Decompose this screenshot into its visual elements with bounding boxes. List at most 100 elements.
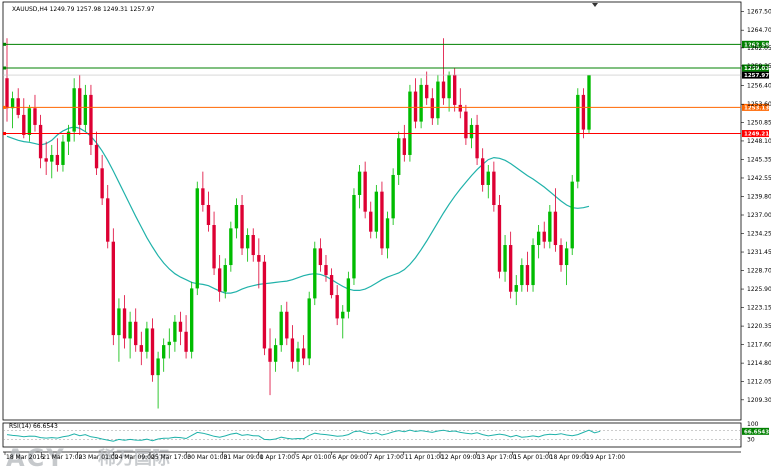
candle-body: [458, 104, 462, 112]
candle-body: [128, 321, 132, 339]
candle-body: [156, 358, 160, 376]
candle-body: [301, 348, 306, 359]
moving-average-layer: [6, 126, 590, 294]
candle-body: [548, 211, 552, 242]
time-tick-label: 6 Apr 09:00: [332, 454, 367, 461]
candle-body: [536, 231, 541, 246]
price-level-tag: [742, 130, 769, 138]
price-tick-label: 1223.15: [747, 304, 771, 311]
price-tick-label: 1256.40: [747, 83, 771, 90]
rsi-value-tag-text: 66.6543: [744, 429, 769, 435]
candle-body: [391, 174, 395, 219]
time-tick-label: 1 Apr 17:00: [260, 454, 295, 461]
main-plot-border: [2, 1, 742, 421]
candle-body: [447, 74, 451, 99]
candle-body: [520, 265, 524, 286]
candle-body: [178, 321, 183, 332]
price-level-tag-text: 1262.58: [744, 42, 769, 48]
candle-body: [576, 94, 580, 182]
candle-body: [525, 265, 530, 286]
time-tick-label: 19 Apr 17:00: [586, 454, 625, 461]
candle-body: [134, 321, 138, 346]
current-price-tag: [742, 71, 769, 79]
price-level-handle[interactable]: [3, 42, 6, 46]
chart-frame: [2, 1, 742, 453]
candle-body: [553, 211, 558, 246]
price-level-tag: [742, 103, 769, 111]
candle-body: [212, 225, 216, 269]
candle-body: [419, 84, 423, 122]
moving-average-line: [6, 126, 590, 294]
candle-body: [33, 108, 37, 125]
candle-body: [94, 144, 99, 169]
rsi-title: RSI(14) 66.6543: [9, 423, 58, 430]
candle-body: [453, 74, 457, 105]
price-level-handle[interactable]: [3, 105, 6, 109]
price-tick-label: 1250.85: [747, 120, 771, 127]
candle-body: [201, 188, 205, 205]
rsi-value-tag: [742, 427, 769, 435]
candle-body: [117, 308, 121, 336]
candle-body: [150, 328, 155, 376]
candle-body: [27, 108, 32, 135]
time-tick-label: 18 Apr 09:00: [550, 454, 589, 461]
candle-body: [229, 228, 233, 266]
price-tick-label: 1234.25: [747, 230, 771, 237]
price-tick-label: 1242.55: [747, 175, 771, 182]
candle-body: [257, 255, 261, 262]
candle-body: [425, 84, 429, 99]
candle-body: [251, 235, 255, 256]
candle-body: [106, 198, 110, 242]
price-level-handle[interactable]: [3, 132, 6, 136]
candle-body: [369, 211, 373, 232]
time-tick-label: 15 Apr 01:00: [514, 454, 553, 461]
candle-body: [307, 298, 311, 359]
price-tick-label: 1253.60: [747, 101, 771, 108]
candle-body: [66, 131, 71, 142]
candle-body: [167, 341, 171, 346]
price-tick-label: 1217.60: [747, 341, 771, 348]
horizontal-lines-layer[interactable]: 1262.58 1259.03 1253.13 1249.21 1257.97: [3, 40, 769, 138]
candle-body: [290, 338, 295, 362]
candle-body: [475, 124, 479, 159]
candle-body: [189, 288, 194, 352]
candle-body: [313, 248, 317, 299]
candle-body: [335, 295, 339, 319]
candle-body: [480, 158, 485, 185]
time-tick-label: 13 Apr 17:00: [477, 454, 516, 461]
price-tick-label: 1231.45: [747, 249, 771, 256]
candle-body: [111, 241, 116, 336]
candle-body: [38, 124, 43, 159]
candle-body: [173, 321, 177, 342]
candle-body: [346, 278, 351, 312]
rsi-plot-border: [2, 422, 742, 448]
candle-body: [408, 91, 412, 155]
candle-body: [55, 154, 60, 165]
time-tick-label: 24 Mar 09:00: [115, 454, 155, 461]
candle-body: [385, 218, 390, 249]
candle-body: [195, 188, 199, 289]
price-level-handle[interactable]: [3, 66, 6, 70]
current-price-tag-text: 1257.97: [744, 73, 769, 79]
candle-body: [503, 245, 507, 272]
candle-body: [374, 191, 379, 232]
candle-body: [5, 78, 9, 109]
price-tick-label: 1262.05: [747, 45, 771, 52]
price-tick-label: 1225.90: [747, 286, 771, 293]
candle-body: [430, 98, 434, 119]
candle-body: [357, 171, 362, 195]
candle-body: [324, 265, 328, 276]
candle-body: [363, 171, 367, 212]
candle-body: [402, 138, 407, 155]
candle-body: [83, 94, 88, 125]
candle-body: [206, 204, 211, 226]
time-tick-label: 25 Mar 17:00: [151, 454, 191, 461]
candle-body: [581, 94, 586, 130]
candle-body: [145, 328, 149, 352]
candle-body: [240, 204, 244, 249]
time-tick-label: 11 Apr 01:00: [405, 454, 444, 461]
candle-body: [296, 348, 300, 362]
price-tick-label: 1264.70: [747, 27, 771, 34]
